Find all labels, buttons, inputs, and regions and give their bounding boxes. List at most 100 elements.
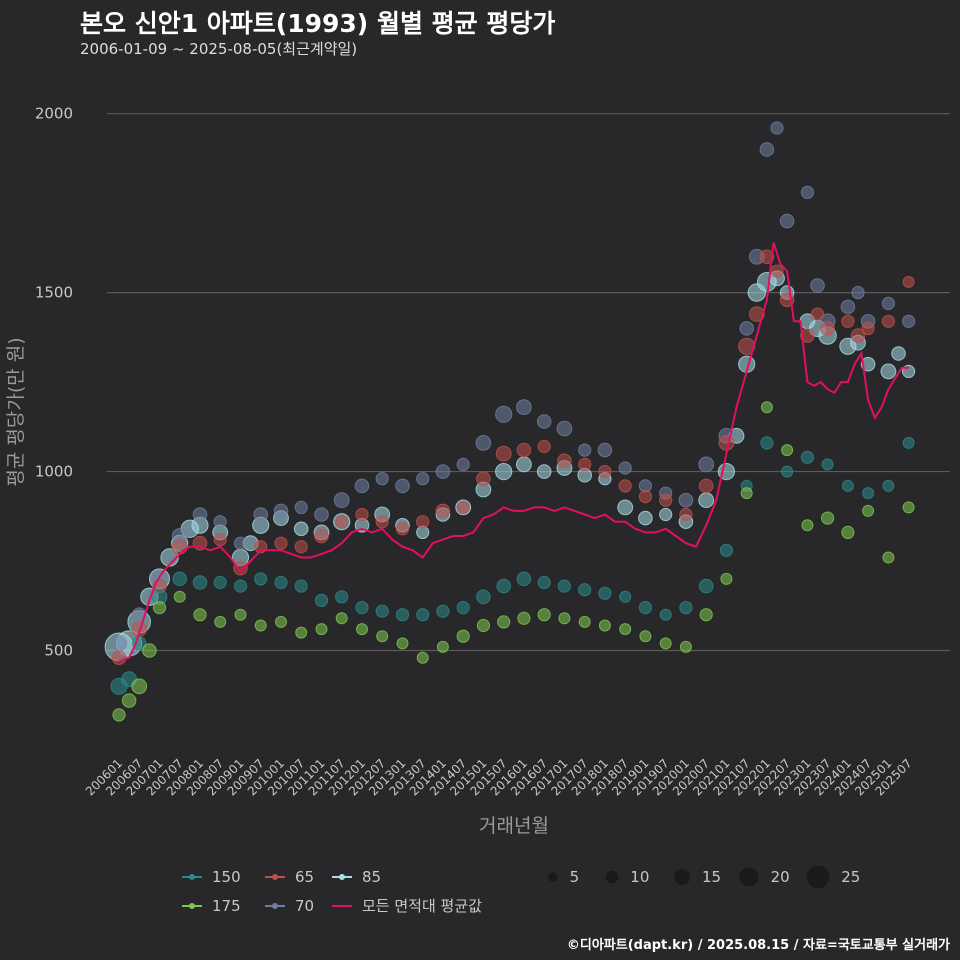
bubble-point-175 xyxy=(699,608,713,622)
bubble-point-150 xyxy=(294,579,308,593)
bubble-point-150 xyxy=(416,608,430,622)
bubble-point-175 xyxy=(720,572,733,585)
bubble-point-65 xyxy=(171,538,188,555)
bubble-point-85 xyxy=(860,356,876,372)
bubble-point-70 xyxy=(800,185,815,199)
bubble-point-175 xyxy=(679,640,692,653)
bubble-point-150 xyxy=(619,590,632,603)
bubble-point-70 xyxy=(840,299,856,315)
y-tick-label: 2000 xyxy=(35,105,73,123)
bubble-point-150 xyxy=(902,436,915,449)
bubble-point-175 xyxy=(558,612,571,625)
bubble-point-175 xyxy=(659,637,672,650)
bubble-point-150 xyxy=(719,543,734,557)
legend-dot-175 xyxy=(189,903,195,909)
bubble-point-150 xyxy=(192,575,208,590)
bubble-point-65 xyxy=(395,522,410,536)
bubble-point-175 xyxy=(131,678,148,695)
bubble-point-70 xyxy=(516,399,532,416)
legend-size-label: 25 xyxy=(841,868,860,886)
bubble-point-65 xyxy=(718,435,735,451)
bubble-point-150 xyxy=(698,578,714,594)
legend-label: 70 xyxy=(295,897,314,915)
bubble-point-175 xyxy=(841,525,855,540)
bubble-point-175 xyxy=(193,608,207,622)
bubble-point-175 xyxy=(275,615,287,628)
legend-label: 65 xyxy=(295,868,314,886)
bubble-point-65 xyxy=(861,321,875,335)
legend-dot-85 xyxy=(339,874,345,880)
bubble-point-175 xyxy=(862,504,875,517)
bubble-point-175 xyxy=(456,629,470,643)
bubble-point-150 xyxy=(760,436,774,450)
bubble-point-150 xyxy=(781,465,794,478)
bubble-point-85 xyxy=(698,492,715,509)
page-title: 본오 신안1 아파트(1993) 월별 평균 평당가 xyxy=(80,9,556,38)
bubble-point-150 xyxy=(821,458,834,471)
bubble-point-175 xyxy=(234,608,247,621)
bubble-point-70 xyxy=(779,213,795,229)
legend-size-circle xyxy=(739,867,759,887)
bubble-point-150 xyxy=(862,487,875,500)
y-tick-labels: 500 1000 1500 2000 xyxy=(35,105,73,660)
y-tick-label: 500 xyxy=(44,642,73,660)
bubble-point-85 xyxy=(293,521,309,537)
bubble-point-70 xyxy=(495,405,513,423)
bubble-point-150 xyxy=(659,608,672,621)
bubble-point-150 xyxy=(578,583,592,597)
bubble-point-65 xyxy=(850,328,866,343)
bubble-point-175 xyxy=(112,708,126,722)
bubble-point-65 xyxy=(679,507,693,522)
bubble-point-175 xyxy=(497,615,511,629)
bubble-point-65 xyxy=(759,249,775,265)
bubble-point-65 xyxy=(881,314,896,328)
bubble-point-150 xyxy=(335,590,349,604)
bubble-point-175 xyxy=(882,551,895,564)
date-range-subtitle: 2006-01-09 ~ 2025-08-05(최근계약일) xyxy=(80,40,358,58)
bubble-point-65 xyxy=(476,471,491,487)
bubble-point-150 xyxy=(274,575,288,590)
bubble-point-65 xyxy=(111,650,127,666)
bubble-point-150 xyxy=(476,589,491,605)
bubble-point-175 xyxy=(639,630,652,643)
bubble-point-65 xyxy=(800,328,815,343)
bubble-point-175 xyxy=(517,611,531,625)
bubble-point-70 xyxy=(698,456,715,473)
bubble-point-70 xyxy=(556,420,573,437)
x-tick-labels: 2006012006072007012007072008012008072009… xyxy=(83,756,915,798)
bubble-point-175 xyxy=(416,651,429,664)
legend-dot-150 xyxy=(189,874,195,880)
bubble-point-175 xyxy=(578,615,591,628)
bubble-point-150 xyxy=(395,608,410,622)
bubble-point-70 xyxy=(253,507,269,522)
bubble-point-70 xyxy=(536,414,552,429)
bubble-point-85 xyxy=(495,463,513,481)
bubble-point-70 xyxy=(770,121,784,135)
bubble-point-175 xyxy=(214,615,227,628)
bubble-point-175 xyxy=(436,640,449,653)
bubble-point-65 xyxy=(557,453,572,469)
bubble-point-70 xyxy=(851,286,865,300)
bubble-point-175 xyxy=(376,630,389,643)
bubble-point-150 xyxy=(314,593,329,608)
bubble-point-175 xyxy=(152,601,167,615)
bubble-point-70 xyxy=(192,507,208,522)
bubble-point-65 xyxy=(770,264,784,278)
bubble-point-65 xyxy=(416,515,430,529)
bubble-point-85 xyxy=(891,346,906,361)
bubble-point-65 xyxy=(435,503,451,519)
bubble-point-175 xyxy=(254,619,267,632)
bubble-point-70 xyxy=(213,515,227,529)
legend-dot-70 xyxy=(272,903,278,909)
bubble-point-65 xyxy=(618,479,632,493)
bubble-point-70 xyxy=(435,464,451,479)
legend-size-label: 15 xyxy=(702,868,721,886)
bubble-point-65 xyxy=(516,442,532,458)
bubble-point-65 xyxy=(274,536,288,550)
bubble-point-150 xyxy=(456,601,470,615)
legend-size-label: 20 xyxy=(771,868,790,886)
bubble-point-70 xyxy=(810,278,825,293)
bubble-point-70 xyxy=(475,435,492,451)
bubble-point-150 xyxy=(638,601,653,615)
